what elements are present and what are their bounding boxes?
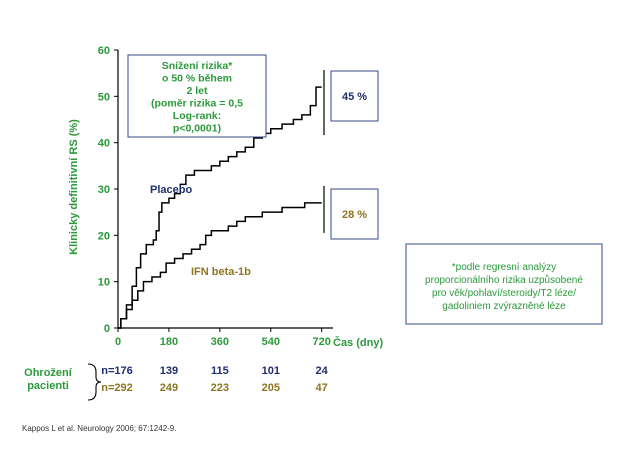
y-tick-label: 30 [98,184,110,196]
at-risk-cell: 249 [160,382,178,394]
end-value-box-ifn [330,188,379,240]
x-tick-label: 0 [115,336,121,348]
footnote-line: gadoliniem zvýrazněné léze [442,301,566,312]
series-label-placebo: Placebo [150,184,192,196]
y-tick-label: 20 [98,230,110,242]
at-risk-label: pacienti [27,380,69,392]
risk-reduction-box [127,54,267,138]
y-tick-label: 10 [98,277,110,289]
footnote-box [405,243,603,325]
y-tick-label: 60 [98,45,110,57]
annotation-layer: Placebo IFN beta-1b 45 % 28 % Snížení rizika… [24,54,603,401]
at-risk-cell: 139 [160,365,178,377]
risk-box-line: Log-rank: [173,110,221,122]
y-tick-label: 50 [98,91,110,103]
footnote-line: *podle regresní analýzy [452,262,557,273]
footnote-line: proporcionálního rizika uzpůsobené [425,274,583,286]
at-risk-brace [87,363,102,401]
at-risk-cell: n=176 [101,365,133,377]
x-axis-label: Čas (dny) [333,336,383,349]
risk-box-line: (poměr rizika = 0,5 [151,98,243,110]
citation: Kappos L et al. Neurology 2006; 67:1242-… [22,424,177,433]
end-value-box-placebo [330,70,379,122]
at-risk-cell: 205 [262,382,280,394]
x-tick-label: 540 [262,336,280,348]
end-value-placebo: 45 % [342,91,367,103]
end-value-ifn: 28 % [342,209,367,221]
axes-layer: 0 10 20 30 40 50 60 0 180 360 540 720 [98,45,333,348]
risk-box-line: 2 let [186,85,208,97]
x-tick-label: 180 [160,336,178,348]
series-line-placebo [118,86,322,329]
at-risk-cell: 223 [211,382,229,394]
at-risk-cell: n=292 [101,382,133,394]
series-layer [118,86,322,329]
x-tick-label: 360 [211,336,229,348]
y-axis-label: Klinicky definitivní RS (%) [68,119,80,255]
at-risk-cell: 24 [316,365,329,377]
risk-box-line: o 50 % během [162,73,232,85]
footnote-line: pro věk/pohlaví/steroidy/T2 léze/ [432,288,576,299]
series-line-ifn [118,202,322,329]
y-tick-label: 0 [104,323,110,335]
at-risk-cell: 101 [262,365,280,377]
risk-box-line: Snížení rizika* [162,60,234,72]
x-tick-label: 720 [313,336,331,348]
at-risk-label: Ohrožení [24,367,73,379]
at-risk-cell: 115 [211,365,229,377]
risk-box-line: p<0,0001) [173,123,221,135]
series-label-ifn: IFN beta-1b [191,266,251,278]
y-tick-label: 40 [98,138,110,150]
at-risk-cell: 47 [316,382,328,394]
